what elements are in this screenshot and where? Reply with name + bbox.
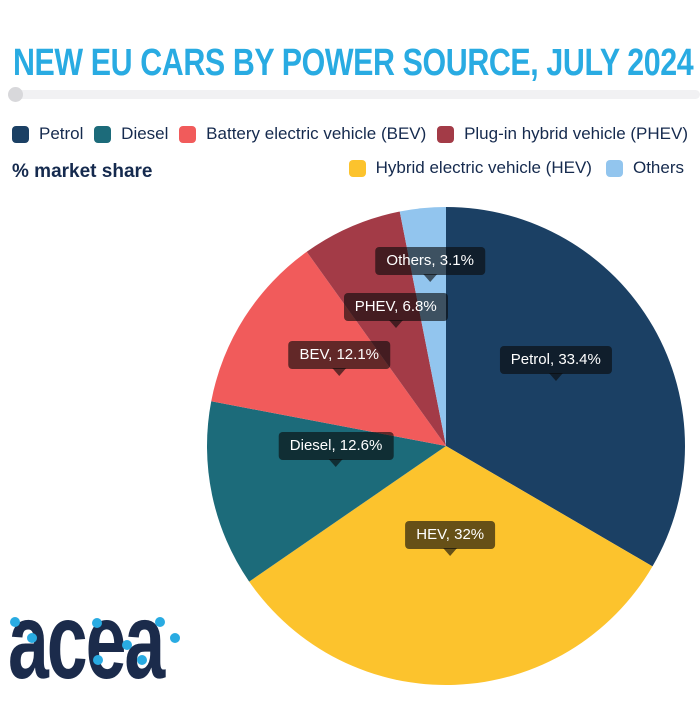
legend-item-phev[interactable]: Plug-in hybrid vehicle (PHEV) xyxy=(437,124,688,144)
bev-swatch-icon xyxy=(179,125,197,143)
data-label-hev: HEV, 32% xyxy=(405,521,496,550)
diesel-swatch-icon xyxy=(94,125,112,143)
legend-item-bev[interactable]: Battery electric vehicle (BEV) xyxy=(179,124,426,144)
data-label-bev: BEV, 12.1% xyxy=(288,340,391,369)
logo-dot-icon xyxy=(155,617,165,627)
page-title: NEW EU CARS BY POWER SOURCE, JULY 2024 xyxy=(13,42,694,84)
data-label-petrol: Petrol, 33.4% xyxy=(499,345,612,374)
phev-swatch-icon xyxy=(437,125,455,143)
data-label-others: Others, 3.1% xyxy=(375,247,485,276)
pie-slice-hev[interactable] xyxy=(249,446,653,685)
others-swatch-icon xyxy=(605,159,623,177)
legend-label: Petrol xyxy=(39,124,84,143)
pie-slice-petrol[interactable] xyxy=(446,207,685,567)
logo-dot-icon xyxy=(10,617,20,627)
legend-label: Others xyxy=(632,158,684,177)
legend-label: Battery electric vehicle (BEV) xyxy=(206,124,427,143)
acea-logo: acea xyxy=(8,587,208,697)
logo-dot-icon xyxy=(122,640,132,650)
legend-row-1: Petrol Diesel Battery electric vehicle (… xyxy=(12,124,688,144)
logo-dot-icon xyxy=(92,618,102,628)
legend-item-others[interactable]: Others xyxy=(605,158,684,178)
legend-row-2-group: Hybrid electric vehicle (HEV) Others xyxy=(348,158,688,178)
scrubber-track[interactable] xyxy=(8,87,700,102)
hev-swatch-icon xyxy=(348,159,366,177)
market-share-label: % market share xyxy=(12,161,153,182)
logo-dot-icon xyxy=(170,633,180,643)
legend-item-hev[interactable]: Hybrid electric vehicle (HEV) xyxy=(348,158,592,178)
legend-item-petrol[interactable]: Petrol xyxy=(12,124,83,144)
data-label-diesel: Diesel, 12.6% xyxy=(278,432,394,461)
legend-label: Diesel xyxy=(121,124,169,143)
petrol-swatch-icon xyxy=(12,125,29,143)
logo-dot-icon xyxy=(93,655,103,665)
legend-item-diesel[interactable]: Diesel xyxy=(94,124,168,144)
legend-row-2: % market share Hybrid electric vehicle (… xyxy=(12,158,688,183)
legend-label: Hybrid electric vehicle (HEV) xyxy=(375,158,592,177)
data-label-phev: PHEV, 6.8% xyxy=(343,292,448,321)
scrubber-knob[interactable] xyxy=(8,87,23,102)
logo-dot-icon xyxy=(27,633,37,643)
logo-dot-icon xyxy=(137,655,147,665)
legend-label: Plug-in hybrid vehicle (PHEV) xyxy=(464,124,688,143)
